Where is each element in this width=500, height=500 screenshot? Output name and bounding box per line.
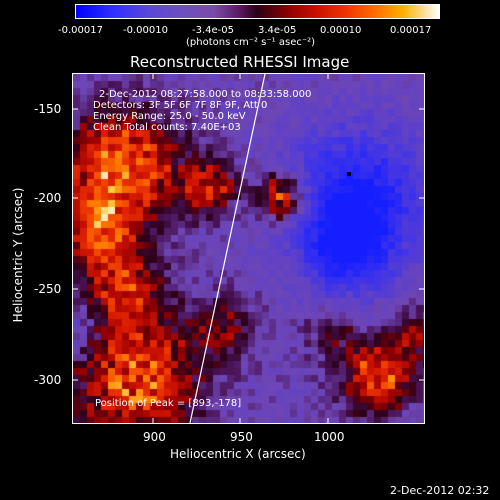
solar-limb-line bbox=[189, 74, 266, 423]
plot-title: Reconstructed RHESSI Image bbox=[130, 53, 350, 71]
x-tick-label: 1000 bbox=[314, 430, 345, 444]
image-plot: 2-Dec-2012 08:27:58.000 to 08:33:58.000 … bbox=[72, 73, 425, 424]
colorbar-units: (photons cm⁻² s⁻¹ asec⁻²) bbox=[186, 37, 316, 48]
colorbar-tick-label: -0.00010 bbox=[123, 25, 168, 36]
colorbar-tick-label: -3.4e-05 bbox=[192, 25, 234, 36]
x-tick-label: 900 bbox=[143, 430, 166, 444]
x-tick-label: 950 bbox=[230, 430, 253, 444]
y-tick-label: -300 bbox=[34, 373, 62, 387]
y-tick-label: -250 bbox=[34, 282, 62, 296]
peak-position-label: Position of Peak = [893,-178] bbox=[95, 398, 242, 409]
timestamp: 2-Dec-2012 02:32 bbox=[390, 484, 490, 497]
intensity-map bbox=[73, 74, 424, 423]
colorbar-tick-label: -0.00017 bbox=[58, 25, 103, 36]
y-axis-label: Heliocentric Y (arcsec) bbox=[11, 187, 25, 323]
limb-overlay bbox=[189, 74, 351, 423]
x-axis-label: Heliocentric X (arcsec) bbox=[170, 447, 306, 461]
colorbar-tick-label: 0.00017 bbox=[390, 25, 432, 36]
y-tick-label: -150 bbox=[34, 102, 62, 116]
colorbar bbox=[75, 4, 440, 19]
colorbar-tick-label: 0.00010 bbox=[320, 25, 362, 36]
annotation-clean: Clean Total counts: 7.40E+03 bbox=[93, 122, 241, 133]
annotation-detectors: Detectors: 3F 5F 6F 7F 8F 9F, Att 0 bbox=[93, 100, 268, 111]
annotation-time: 2-Dec-2012 08:27:58.000 to 08:33:58.000 bbox=[99, 89, 312, 100]
annotation-energy: Energy Range: 25.0 - 50.0 keV bbox=[93, 111, 246, 122]
y-tick-label: -200 bbox=[34, 191, 62, 205]
colorbar-tick-label: 3.4e-05 bbox=[258, 25, 297, 36]
peak-marker bbox=[347, 172, 351, 176]
